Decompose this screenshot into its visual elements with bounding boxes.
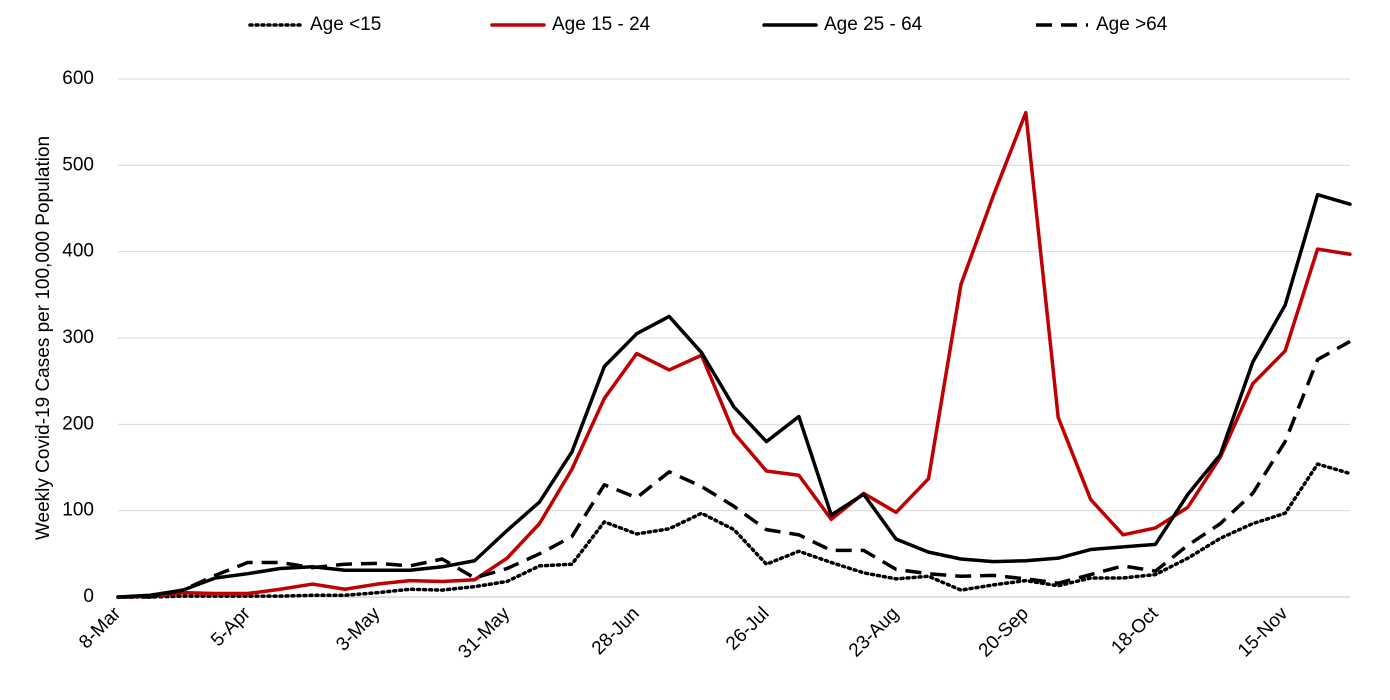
x-tick-label: 18-Oct xyxy=(1107,603,1163,659)
legend-label: Age 15 - 24 xyxy=(552,14,651,35)
y-tick-label: 500 xyxy=(62,154,94,175)
series-line xyxy=(116,192,1352,599)
x-tick-label: 15-Nov xyxy=(1234,603,1293,662)
x-tick-label: 20-Sep xyxy=(975,603,1033,661)
x-tick-label: 31-May xyxy=(454,603,514,663)
legend-label: Age >64 xyxy=(1096,14,1168,35)
series-line xyxy=(116,110,1352,599)
x-tick-label: 8-Mar xyxy=(75,603,125,653)
y-tick-label: 400 xyxy=(62,241,94,262)
y-tick-label: 100 xyxy=(62,500,94,521)
legend-label: Age 25 - 64 xyxy=(824,14,923,35)
legend-label: Age <15 xyxy=(310,14,381,35)
y-tick-label: 200 xyxy=(62,413,94,434)
y-tick-label: 300 xyxy=(62,327,94,348)
y-tick-label: 0 xyxy=(83,586,94,607)
series-line xyxy=(116,462,1352,599)
x-tick-label: 5-Apr xyxy=(207,603,255,651)
series-line xyxy=(118,339,1351,599)
x-tick-label: 23-Aug xyxy=(845,603,903,661)
x-tick-label: 26-Jul xyxy=(722,603,773,654)
x-tick-label: 3-May xyxy=(332,603,385,656)
y-axis-title: Weekly Covid-19 Cases per 100,000 Popula… xyxy=(33,136,54,540)
x-tick-label: 28-Jun xyxy=(588,603,644,659)
y-tick-label: 600 xyxy=(62,68,94,89)
